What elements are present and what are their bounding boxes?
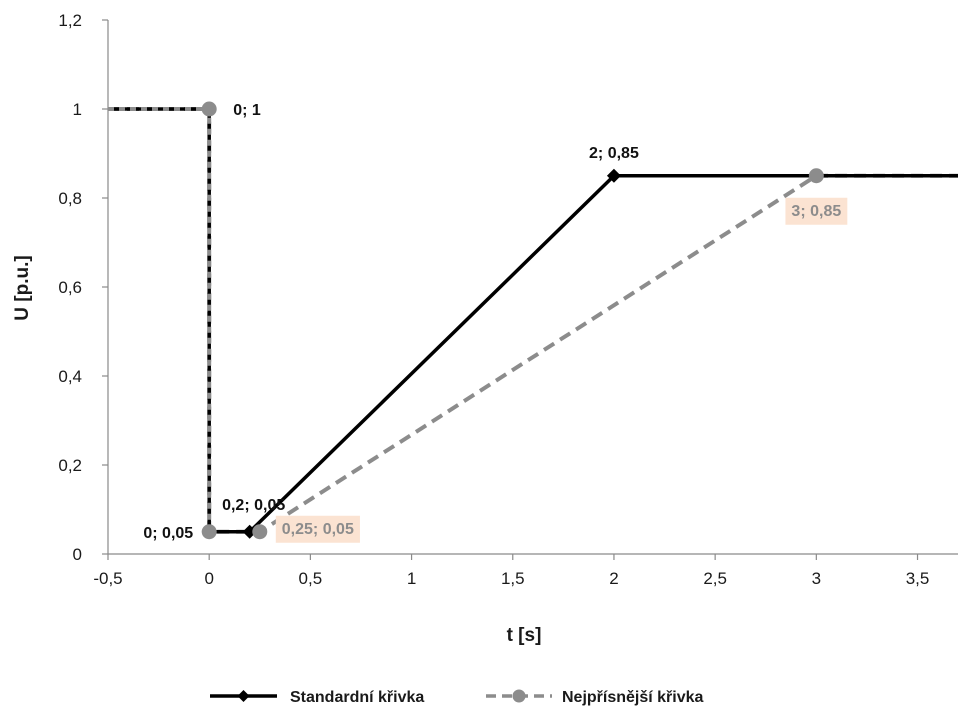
marker-strictest [808,168,824,184]
x-tick-label: 0 [204,569,213,588]
marker-standard [606,168,621,183]
data-label: 3; 0,85 [791,203,841,220]
x-tick-label: -0,5 [93,569,122,588]
y-tick-label: 0,2 [58,456,82,475]
series-line-strictest [108,107,958,534]
y-tick-label: 0,8 [58,189,82,208]
data-label: 0,2; 0,05 [222,497,285,514]
x-tick-label: 1 [407,569,416,588]
y-tick-label: 1,2 [58,11,82,30]
x-tick-label: 0,5 [299,569,323,588]
series-line-standard [108,107,958,534]
y-tick-label: 1 [73,100,82,119]
data-label: 0; 0,05 [143,525,193,542]
marker-strictest [252,524,268,540]
chart-annotations: 0; 1 0; 0,05 0,2; 0,05 0,25; 0,05 2; 0,85 3; … [143,102,848,543]
x-axis-title: t [s] [507,625,542,646]
series-line-shared-overlay [108,107,212,532]
legend-label-standard: Standardní křivka [290,689,424,706]
x-tick-label: 1,5 [501,569,525,588]
y-tick-label: 0,4 [58,367,82,386]
x-tick-label: 3 [812,569,821,588]
chart-axes: 0 0,2 0,4 0,6 0,8 1 1,2 -0,5 0 0,5 1 1,5 2 2,5 3 3,5 [58,11,958,588]
y-tick-label: 0,6 [58,278,82,297]
data-label-box [785,197,848,225]
data-label: 2; 0,85 [589,145,639,162]
data-label: 0; 1 [233,102,261,119]
legend-marker-standard [237,690,250,702]
y-tick-label: 0 [73,545,82,564]
legend-label-strictest: Nejpřísnější křivka [562,689,704,706]
marker-strictest [201,101,217,117]
data-label: 0,25; 0,05 [282,521,354,538]
y-axis-title: U [p.u.] [12,255,33,320]
data-label-box [275,515,360,543]
legend-item-strictest: Nejpřísnější křivka [486,689,704,706]
chart-legend: Standardní křivka Nejpřísnější křivka [210,689,704,706]
legend-item-standard: Standardní křivka [210,689,424,706]
marker-strictest [201,524,217,540]
x-tick-label: 2,5 [703,569,727,588]
x-tick-label: 2 [609,569,618,588]
chart-series [108,101,958,540]
legend-marker-strictest [512,689,526,703]
x-tick-label: 3,5 [906,569,930,588]
